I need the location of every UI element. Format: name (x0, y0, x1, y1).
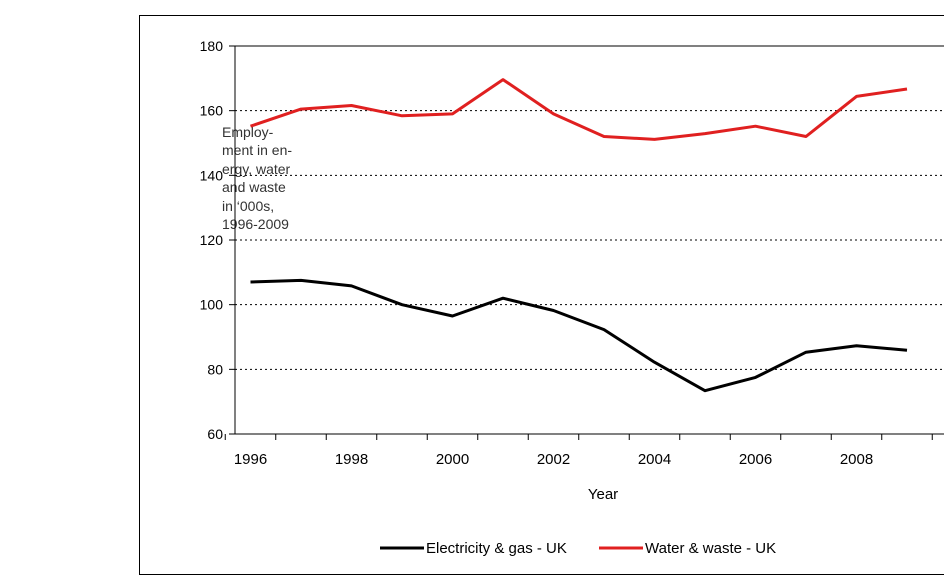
chart-frame: 60 80 100 120 140 160 180 1996 1998 2000 2002 2004 2… (139, 15, 944, 575)
caption-line: ment in en- (222, 142, 293, 159)
x-tick-label: 2000 (436, 451, 469, 468)
y-tick-label: 120 (200, 232, 224, 248)
y-tick-label: 140 (200, 167, 224, 183)
x-tick-label: 1996 (234, 451, 267, 468)
x-tick-label: 2008 (840, 451, 873, 468)
y-tick-label: 60 (207, 426, 223, 442)
x-tick-label: 2006 (739, 451, 772, 468)
x-tick-label: 2002 (537, 451, 570, 468)
line-chart: 60 80 100 120 140 160 180 1996 1998 2000 2002 2004 2… (200, 38, 944, 557)
x-tick-label: 1998 (335, 451, 368, 468)
x-axis-label: Year (588, 486, 618, 503)
caption-line: 1996-2009 (222, 216, 289, 233)
caption-line: ergy, water (222, 160, 291, 177)
legend-label: Water & waste - UK (645, 540, 776, 557)
y-tick-label: 160 (200, 103, 224, 119)
series-line (250, 78, 908, 141)
caption-line: and waste (222, 179, 286, 196)
y-tick-label: 180 (200, 38, 224, 54)
legend-label: Electricity & gas - UK (426, 540, 567, 557)
x-tick-label: 2004 (638, 451, 671, 468)
y-tick-label: 80 (207, 361, 223, 377)
y-tick-label: 100 (200, 297, 224, 313)
series-line (250, 278, 908, 393)
